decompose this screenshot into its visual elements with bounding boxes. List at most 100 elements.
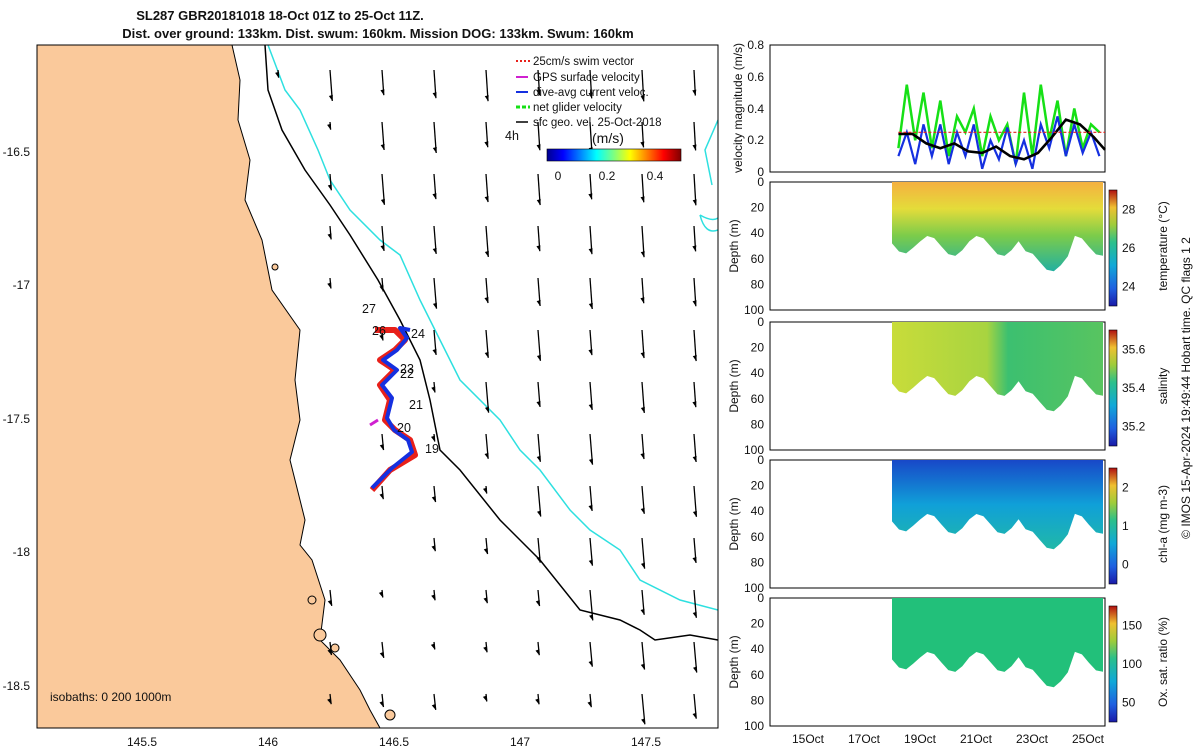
current-vector-head (379, 334, 384, 341)
current-vector-head (275, 71, 280, 78)
current-vector-head (484, 141, 489, 148)
current-vector-head (588, 349, 593, 356)
legend-net-label: net glider velocity (533, 102, 622, 114)
lon-tick-146-5: 146.5 (379, 735, 409, 749)
current-vector-head (482, 487, 487, 494)
current-vector-head (588, 559, 593, 566)
isobath-200m (264, 45, 718, 641)
map-lon-ticks: 145.5 146 146.5 147 147.5 (127, 735, 661, 749)
lon-tick-147-5: 147.5 (631, 735, 661, 749)
colorbar-chl-label: chl-a (mg m-3) (1156, 485, 1170, 563)
current-vector-head (535, 600, 540, 607)
section-temp-ytick-2: 40 (751, 226, 765, 240)
current-vector-head (640, 663, 645, 670)
current-vector-head (640, 95, 645, 102)
section-temp-ytick-1: 20 (751, 201, 765, 215)
map-scale-label: 4h (505, 129, 519, 143)
current-vector-head (431, 703, 436, 710)
current-vector-head (430, 643, 435, 650)
colorbar-sal-tick-2: 35.6 (1122, 342, 1146, 356)
map-cbar-tick-0: 0 (555, 169, 562, 183)
isobath-1000m-east (704, 119, 718, 186)
section-chl-ytick-0: 0 (757, 453, 764, 467)
x-tick-15oct: 15Oct (792, 732, 825, 746)
current-vector-head (588, 303, 593, 309)
vel-y-tick-4: 0.8 (747, 38, 764, 52)
map-cbar-tick-2: 0.4 (647, 169, 664, 183)
colorbar-ox-tick-0: 50 (1122, 696, 1136, 710)
current-vector-head (692, 712, 697, 719)
velocity-series (897, 84, 1106, 170)
day-label-24: 24 (411, 327, 425, 341)
lat-tick-16-5: -16.5 (3, 145, 31, 159)
colorbar-temp-tick-2: 28 (1122, 202, 1136, 216)
section-temp-ytick-0: 0 (757, 175, 764, 189)
lat-tick-18: -18 (13, 545, 31, 559)
current-vector-head (328, 94, 333, 101)
vel-y-tick-1: 0.2 (747, 133, 764, 147)
current-vector-head (692, 89, 697, 96)
colorbar-ox-tick-1: 100 (1122, 657, 1142, 671)
vel-y-tick-3: 0.6 (747, 70, 764, 84)
section-temp-ytick-3: 60 (751, 252, 765, 266)
x-tick-21oct: 21Oct (960, 732, 993, 746)
day-label-20: 20 (397, 421, 411, 435)
current-vector-head (379, 285, 384, 292)
legend-dive-label: dive-avg current veloc. (533, 87, 649, 99)
section-chl-ylabel: Depth (m) (727, 497, 741, 550)
glider-track (369, 326, 418, 493)
current-vector-head (432, 247, 437, 254)
current-vector-head (431, 545, 436, 552)
x-tick-17oct: 17Oct (848, 732, 881, 746)
current-vector-head (431, 594, 436, 601)
legend-gps-label: GPS surface velocity (533, 72, 640, 84)
day-labels: 27 26 24 23 22 21 20 19 (362, 302, 439, 456)
gps-marker (369, 418, 379, 427)
map-colorbar-label: (m/s) (592, 130, 624, 146)
vel-y-tick-2: 0.4 (747, 102, 764, 116)
current-vector-head (484, 95, 489, 102)
current-vector-head (535, 649, 540, 656)
section-ox-ytick-0: 0 (757, 591, 764, 605)
chart-title: SL287 GBR20181018 18-Oct 01Z to 25-Oct 1… (136, 8, 424, 23)
current-vector-head (536, 89, 541, 96)
current-vector-head (378, 591, 383, 598)
colorbar-ox-label: Ox. sat. ratio (%) (1156, 617, 1170, 707)
current-vector-head (379, 651, 384, 658)
current-vector-head (432, 147, 437, 153)
current-vector-head (537, 510, 541, 517)
current-vector-head (640, 251, 645, 258)
map-frame (36, 44, 719, 729)
current-vector-head (588, 504, 593, 511)
day-label-27: 27 (362, 302, 376, 316)
current-vector-head (692, 300, 697, 307)
current-vector-head (327, 282, 332, 289)
current-vector-head (536, 199, 541, 206)
current-vector-head (536, 455, 541, 462)
vel-y-label: velocity magnitude (m/s) (731, 43, 745, 173)
section-sal-ytick-2: 40 (751, 366, 765, 380)
day-label-22: 22 (400, 367, 414, 381)
current-vector-head (327, 123, 332, 130)
current-vector-head (536, 400, 541, 407)
map-land (37, 45, 381, 728)
colorbar-temp (1108, 189, 1118, 307)
current-vector-head (484, 351, 489, 358)
current-vector-head (641, 718, 646, 725)
current-vector-head (536, 144, 541, 151)
section-data-sal (892, 322, 1103, 412)
lon-tick-145-5: 145.5 (127, 735, 157, 749)
section-temp-ytick-4: 80 (751, 277, 765, 291)
map-islands (271, 263, 396, 721)
current-vector-head (536, 354, 541, 361)
velocity-y-ticks: 0 0.2 0.4 0.6 0.8 (747, 38, 764, 179)
current-vector-head (640, 141, 645, 148)
current-vector-head (692, 144, 697, 151)
current-vector-head (536, 300, 541, 307)
current-vector-head (484, 406, 489, 413)
current-vector-head (432, 92, 437, 99)
day-label-23: 23 (400, 362, 414, 376)
current-vector-head (640, 608, 645, 615)
current-vector-head (379, 701, 384, 708)
